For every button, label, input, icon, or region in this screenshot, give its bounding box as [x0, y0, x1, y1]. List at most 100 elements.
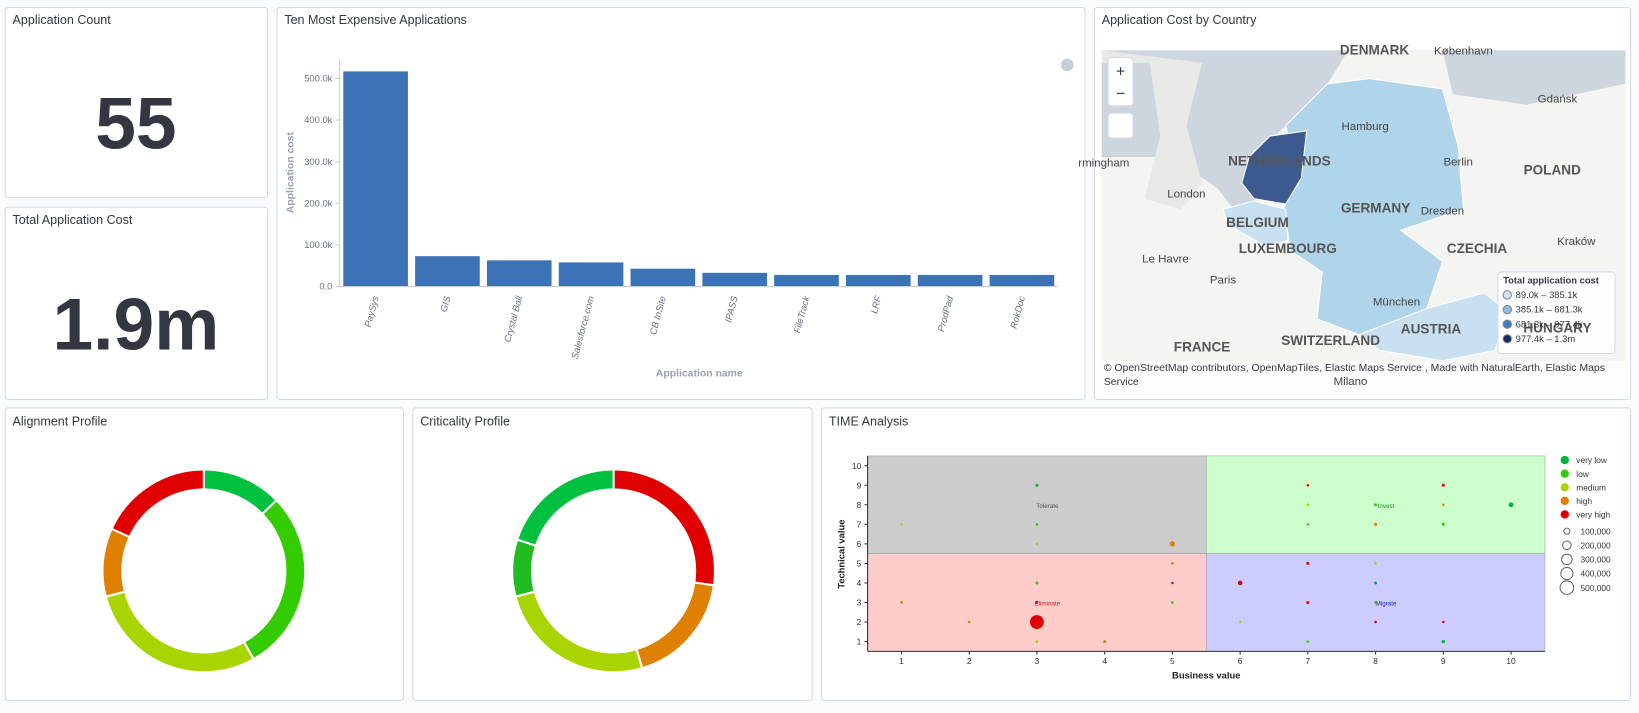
y-axis-label: Application cost	[286, 132, 297, 214]
point	[1441, 639, 1445, 644]
metric-value: 55	[95, 83, 176, 165]
map-label: FRANCE	[1174, 339, 1231, 354]
point	[1508, 502, 1514, 508]
map-label: CZECHIA	[1447, 241, 1508, 256]
point	[1374, 522, 1378, 526]
bar	[343, 71, 408, 287]
y-tick-label: 2	[857, 617, 862, 627]
map-label: Le Havre	[1142, 254, 1189, 266]
y-tick-label: 500.0k	[304, 73, 332, 84]
map-label: DENMARK	[1340, 43, 1410, 58]
region-label: Eliminate	[1034, 601, 1060, 608]
size-legend-mark	[1562, 540, 1572, 551]
legend-title: Total application cost	[1503, 274, 1600, 285]
point	[1238, 620, 1242, 624]
map-label: Dresden	[1421, 205, 1464, 217]
y-tick-label: 9	[857, 480, 862, 490]
donut-slice	[110, 468, 205, 539]
zoom-out[interactable]: −	[1116, 85, 1125, 102]
y-tick-label: 100.0k	[304, 239, 332, 250]
bar	[702, 272, 767, 287]
region-label: Tolerate	[1036, 503, 1059, 510]
map-label: London	[1167, 189, 1205, 201]
point	[1306, 600, 1310, 605]
x-tick-label: 4	[1102, 656, 1107, 666]
size-legend-mark	[1560, 566, 1574, 581]
y-tick-label: 5	[857, 559, 862, 569]
size-legend-label: 100,000	[1580, 526, 1611, 536]
size-legend-label: 400,000	[1580, 569, 1611, 579]
country	[1222, 200, 1289, 247]
point	[1374, 601, 1377, 604]
x-tick-label: 7	[1306, 656, 1311, 666]
bar	[845, 274, 911, 287]
zoom-in[interactable]: +	[1116, 63, 1125, 80]
point	[1374, 581, 1378, 585]
y-tick-label: 200.0k	[304, 197, 332, 208]
map-label: HUNGARY	[1523, 321, 1591, 336]
donut-slice	[511, 538, 538, 598]
legend-swatch	[1502, 334, 1512, 344]
bar	[558, 262, 624, 287]
y-tick-label: 4	[857, 578, 862, 588]
metric-value: 1.9m	[53, 283, 220, 365]
y-tick-label: 7	[857, 519, 862, 529]
size-legend-label: 300,000	[1580, 555, 1611, 565]
size-legend-label: 200,000	[1580, 540, 1611, 550]
y-axis-label: Technical value	[836, 520, 847, 589]
x-tick-label: 5	[1170, 656, 1175, 666]
size-legend-mark	[1561, 553, 1573, 566]
legend-swatch	[1560, 469, 1569, 478]
map-label: München	[1373, 296, 1420, 308]
point	[1171, 601, 1174, 604]
point	[1441, 522, 1445, 526]
legend-swatch	[1502, 290, 1512, 300]
map-label: NETHERLANDS	[1228, 153, 1331, 168]
map-label: Hamburg	[1342, 121, 1389, 133]
legend-swatch	[1560, 455, 1569, 465]
x-tick-label: 9	[1441, 656, 1446, 666]
point	[1306, 640, 1310, 643]
y-tick-label: 6	[857, 539, 862, 549]
point	[1103, 640, 1107, 644]
x-tick-label: 1	[899, 656, 904, 666]
bar	[774, 274, 839, 287]
map-label: BELGIUM	[1226, 215, 1289, 230]
map-label: Milano	[1334, 376, 1368, 388]
map-label: SWITZERLAND	[1281, 333, 1380, 348]
collapse-icon[interactable]	[1060, 58, 1074, 72]
panel	[4, 6, 269, 199]
point	[1442, 503, 1445, 507]
attribution-text: © OpenStreetMap contributors, OpenMapTil…	[1103, 362, 1605, 388]
legend-label: 977.4k – 1.3m	[1516, 333, 1576, 344]
panel	[412, 407, 813, 702]
y-tick-label: 300.0k	[304, 156, 332, 167]
point	[1035, 542, 1039, 546]
attribution: © OpenStreetMap contributors, OpenMapTil…	[1103, 362, 1605, 388]
size-legend-label: 500,000	[1580, 583, 1611, 593]
y-tick-label: 1	[857, 637, 862, 647]
draw-control[interactable]	[1107, 112, 1134, 139]
point	[1306, 483, 1310, 487]
point	[1306, 523, 1310, 526]
panel-title: Ten Most Expensive Applications	[284, 13, 467, 27]
y-tick-label: 400.0k	[304, 114, 332, 125]
point	[1035, 640, 1039, 643]
legend-label: low	[1576, 469, 1590, 479]
x-tick-label: 10	[1506, 656, 1516, 666]
zoom-controls[interactable]	[1107, 57, 1134, 107]
panel-title: Total Application Cost	[13, 213, 133, 227]
y-tick-label: 3	[857, 598, 862, 608]
point	[1035, 522, 1039, 526]
map-label: LUXEMBOURG	[1239, 241, 1337, 256]
legend-label: very low	[1576, 455, 1608, 465]
map-label: Berlin	[1443, 156, 1472, 168]
panel	[4, 407, 405, 702]
y-tick-label: 8	[857, 500, 862, 510]
panel-title: Application Cost by Country	[1102, 13, 1257, 27]
point	[900, 523, 903, 526]
donut-slice	[515, 468, 615, 548]
point	[1030, 615, 1044, 629]
point	[900, 601, 903, 604]
